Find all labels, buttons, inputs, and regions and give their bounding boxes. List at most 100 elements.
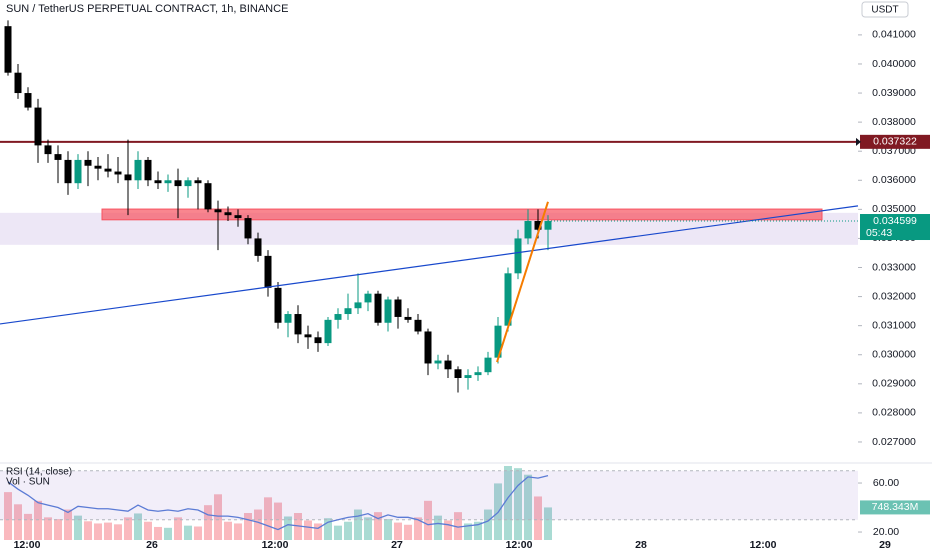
candle-body xyxy=(94,165,102,169)
candle-body xyxy=(354,302,362,309)
trend-line xyxy=(0,205,859,325)
candle-body xyxy=(344,308,352,315)
candle-body xyxy=(424,331,432,364)
candle-body xyxy=(44,145,52,155)
volume-bar xyxy=(254,509,262,540)
volume-bar xyxy=(224,521,232,540)
volume-bar xyxy=(284,516,292,540)
volume-bar xyxy=(44,517,52,540)
candle-body xyxy=(84,159,92,166)
candle-body xyxy=(74,159,82,184)
volume-bar xyxy=(304,520,312,540)
candle-body xyxy=(134,159,142,181)
volume-bar xyxy=(394,522,402,540)
y-tick-label: 0.033000 xyxy=(872,261,916,273)
volume-bar xyxy=(134,513,142,540)
hline-tag xyxy=(860,134,930,149)
candle-body xyxy=(14,72,22,94)
volume-bar xyxy=(204,505,212,540)
rsi-title: RSI (14, close) xyxy=(6,467,72,478)
volume-bar xyxy=(384,519,392,540)
chart-title: SUN / TetherUS PERPETUAL CONTRACT, 1h, B… xyxy=(6,3,288,15)
volume-bar xyxy=(324,518,332,540)
y-tick-label: 0.041000 xyxy=(872,29,916,41)
currency-box[interactable] xyxy=(861,1,909,18)
tag-arrow xyxy=(856,137,861,146)
candle-body xyxy=(414,319,422,332)
y-tick-label: 0.031000 xyxy=(872,319,916,331)
x-tick-label: 28 xyxy=(635,539,647,550)
candle-body xyxy=(54,154,62,160)
candle-body xyxy=(24,93,32,108)
y-tick-label: 0.030000 xyxy=(872,349,916,361)
candle-body xyxy=(64,159,72,184)
candle-body xyxy=(474,372,482,376)
candle-body xyxy=(504,273,512,326)
volume-bar xyxy=(124,517,132,540)
volume-bar xyxy=(24,513,32,540)
candle-body xyxy=(244,218,252,239)
y-tick-label: 0.039000 xyxy=(872,87,916,99)
countdown: 05:43 xyxy=(866,227,892,239)
volume-bar xyxy=(474,521,482,540)
volume-bar xyxy=(334,525,342,540)
volume-bar xyxy=(364,517,372,540)
volume-bar xyxy=(514,468,522,540)
candle-body xyxy=(114,171,122,175)
last-price-label: 0.034599 xyxy=(873,215,917,227)
candle-body xyxy=(434,360,442,364)
volume-bar xyxy=(524,474,532,540)
volume-bar xyxy=(244,513,252,540)
volume-bar xyxy=(4,492,12,540)
resistance-zone xyxy=(101,208,823,221)
candle-body xyxy=(324,319,332,344)
last-price-tag xyxy=(860,214,930,241)
hline-tag-label: 0.037322 xyxy=(873,136,917,148)
volume-bar xyxy=(424,500,432,540)
candle-body xyxy=(304,334,312,338)
volume-tag xyxy=(860,500,930,515)
volume-bar xyxy=(64,509,72,540)
volume-title: Vol · SUN xyxy=(6,477,50,488)
x-tick-label: 12:00 xyxy=(262,539,289,550)
volume-bar xyxy=(74,515,82,540)
volume-bar xyxy=(14,504,22,540)
volume-bar xyxy=(154,526,162,540)
volume-bar xyxy=(144,521,152,540)
volume-bar xyxy=(454,512,462,540)
candle-body xyxy=(364,293,372,303)
trend-line xyxy=(496,201,549,363)
volume-bar xyxy=(354,509,362,540)
candle-body xyxy=(514,238,522,274)
candle-body xyxy=(104,168,112,172)
candle-body xyxy=(294,314,302,335)
volume-bar xyxy=(344,521,352,540)
candle-body xyxy=(234,215,242,219)
x-tick-label: 27 xyxy=(391,539,403,550)
rsi-tick-label: 60.00 xyxy=(873,477,899,489)
volume-bar xyxy=(234,523,242,540)
x-tick-label: 29 xyxy=(879,539,891,550)
volume-bar xyxy=(164,527,172,540)
candle-body xyxy=(214,209,222,213)
x-tick-label: 12:00 xyxy=(506,539,533,550)
volume-bar xyxy=(194,526,202,540)
volume-bar xyxy=(504,466,512,540)
candle-body xyxy=(454,369,462,379)
candle-body xyxy=(194,180,202,184)
volume-bar xyxy=(534,496,542,540)
candle-body xyxy=(334,314,342,320)
candle-body xyxy=(394,299,402,317)
x-tick-label: 12:00 xyxy=(14,539,41,550)
candle-body xyxy=(534,220,542,230)
volume-bar xyxy=(464,523,472,540)
volume-bar xyxy=(484,509,492,540)
candle-body xyxy=(274,287,282,323)
candle-body xyxy=(4,26,12,73)
currency[interactable]: USDT xyxy=(871,5,898,16)
volume-bar xyxy=(444,520,452,540)
y-tick-label: 0.038000 xyxy=(872,116,916,128)
candle-body xyxy=(204,183,212,210)
candle-body xyxy=(224,212,232,216)
x-tick-label: 12:00 xyxy=(750,539,777,550)
